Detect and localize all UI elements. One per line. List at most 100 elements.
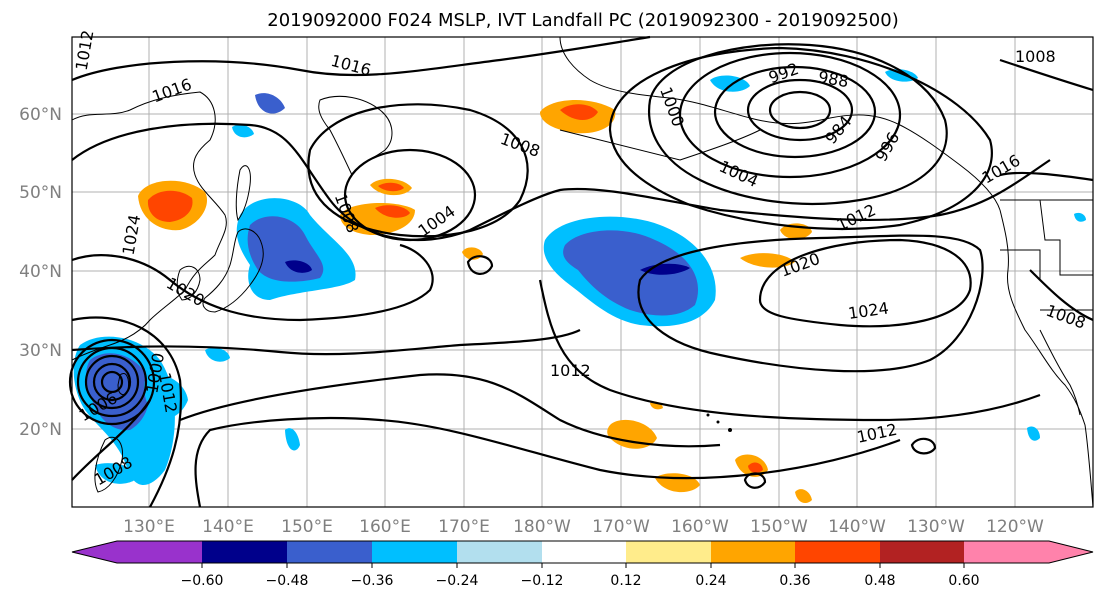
ivt-negative-area xyxy=(205,347,230,362)
hawaii-island xyxy=(706,413,710,417)
longitude-labels: 130°E 140°E 150°E 160°E 170°E 180°W 170°… xyxy=(123,517,1044,537)
isobar xyxy=(466,255,494,275)
isobar xyxy=(999,58,1094,92)
isobar xyxy=(678,51,902,179)
isobar xyxy=(1029,269,1094,322)
isobar xyxy=(68,338,156,426)
isobar xyxy=(758,238,972,328)
ivt-negative-area xyxy=(285,428,300,451)
ivt-positive-core xyxy=(375,205,410,218)
lat-label: 50°N xyxy=(19,183,62,203)
colorbar-tick-label: −0.60 xyxy=(181,573,224,589)
ivt-positive-core xyxy=(560,104,598,120)
ivt-positive-core xyxy=(378,182,404,192)
lon-label: 140°E xyxy=(202,517,254,537)
lon-label: 170°W xyxy=(592,517,650,537)
colorbar-tick-label: −0.12 xyxy=(521,573,564,589)
colorbar: −0.60 −0.48 −0.36 −0.24 −0.12 0.12 0.24 … xyxy=(71,540,1094,589)
ivt-negative-area xyxy=(232,124,254,138)
colorbar-ticks xyxy=(201,563,965,568)
colorbar-tick-label: 0.48 xyxy=(864,573,895,589)
colorbar-segment xyxy=(964,541,1049,563)
japan-coastline xyxy=(202,228,264,313)
map-frame xyxy=(71,36,1094,508)
isobar xyxy=(307,103,529,238)
ivt-negative-area xyxy=(1074,212,1086,222)
colorbar-extend-max xyxy=(1049,541,1093,563)
ivt-negative-area xyxy=(885,69,918,82)
lon-label: 120°W xyxy=(986,517,1044,537)
isobar xyxy=(743,472,767,489)
ivt-negative-area xyxy=(255,93,285,114)
baja-coastline xyxy=(1039,329,1081,416)
ivt-negative-area xyxy=(144,373,188,419)
ivt-negative-peak xyxy=(285,260,312,273)
isobar xyxy=(100,370,124,394)
isobar xyxy=(76,346,148,418)
state-border xyxy=(1039,199,1093,276)
contour-label: 1012 xyxy=(550,361,591,380)
ivt-negative-area xyxy=(1027,426,1040,441)
lon-label: 130°W xyxy=(907,517,965,537)
lon-label: 150°E xyxy=(281,517,333,537)
ivt-shading xyxy=(73,69,1086,504)
isobar xyxy=(768,90,832,130)
state-border xyxy=(1000,249,1041,280)
colorbar-segment xyxy=(202,541,287,563)
colorbar-tick-label: −0.36 xyxy=(351,573,394,589)
philippines-coastline xyxy=(94,436,124,493)
lon-label: 130°E xyxy=(123,517,175,537)
ivt-negative-area xyxy=(95,463,138,484)
isobar xyxy=(71,122,1051,242)
ivt-negative-core xyxy=(86,353,150,431)
contour-label: 1008 xyxy=(1015,47,1056,66)
lon-label: 160°E xyxy=(359,517,411,537)
ivt-positive-area xyxy=(740,253,795,268)
colorbar-segment xyxy=(795,541,880,563)
ivt-positive-core xyxy=(748,462,763,473)
colorbar-tick-label: 0.36 xyxy=(779,573,810,589)
colorbar-tick-label: −0.24 xyxy=(436,573,479,589)
lon-label: 170°E xyxy=(438,517,490,537)
colorbar-tick-label: 0.60 xyxy=(948,573,979,589)
lon-label: 140°W xyxy=(828,517,886,537)
colorbar-segment xyxy=(372,541,457,563)
sakhalin-coastline xyxy=(235,165,251,222)
colorbar-tick-label: −0.48 xyxy=(266,573,309,589)
lat-label: 40°N xyxy=(19,262,62,282)
colorbar-tick-label: 0.12 xyxy=(610,573,641,589)
lon-label: 150°W xyxy=(750,517,808,537)
ivt-positive-core xyxy=(147,190,193,222)
colorbar-segment xyxy=(711,541,795,563)
lat-label: 20°N xyxy=(19,420,62,440)
na-west-coastline xyxy=(999,209,1094,508)
colorbar-extend-min xyxy=(72,541,117,563)
latitude-labels: 60°N 50°N 40°N 30°N 20°N xyxy=(19,105,62,440)
isobar xyxy=(71,316,183,508)
isobar xyxy=(637,234,984,373)
colorbar-segment xyxy=(542,541,626,563)
colorbar-tick-label: 0.24 xyxy=(695,573,726,589)
ivt-negative-peak xyxy=(640,263,690,275)
isobar xyxy=(538,279,1041,422)
colorbar-segment xyxy=(117,541,202,563)
ivt-positive-area xyxy=(795,489,812,504)
isobar xyxy=(194,416,901,508)
hawaii-island xyxy=(728,428,732,432)
isobar xyxy=(84,354,140,410)
isobar xyxy=(71,35,651,82)
lon-label: 160°W xyxy=(671,517,729,537)
aleutians xyxy=(559,129,761,161)
isobar xyxy=(179,373,721,448)
lon-label: 180°W xyxy=(513,517,571,537)
colorbar-segment xyxy=(287,541,372,563)
colorbar-segment xyxy=(626,541,711,563)
isobar xyxy=(746,78,854,142)
isobar xyxy=(713,65,877,159)
isobar xyxy=(648,43,948,205)
isobar xyxy=(92,362,132,402)
isobar xyxy=(71,243,434,322)
colorbar-segment xyxy=(880,541,964,563)
map-title: 2019092000 F024 MSLP, IVT Landfall PC (2… xyxy=(267,10,898,31)
